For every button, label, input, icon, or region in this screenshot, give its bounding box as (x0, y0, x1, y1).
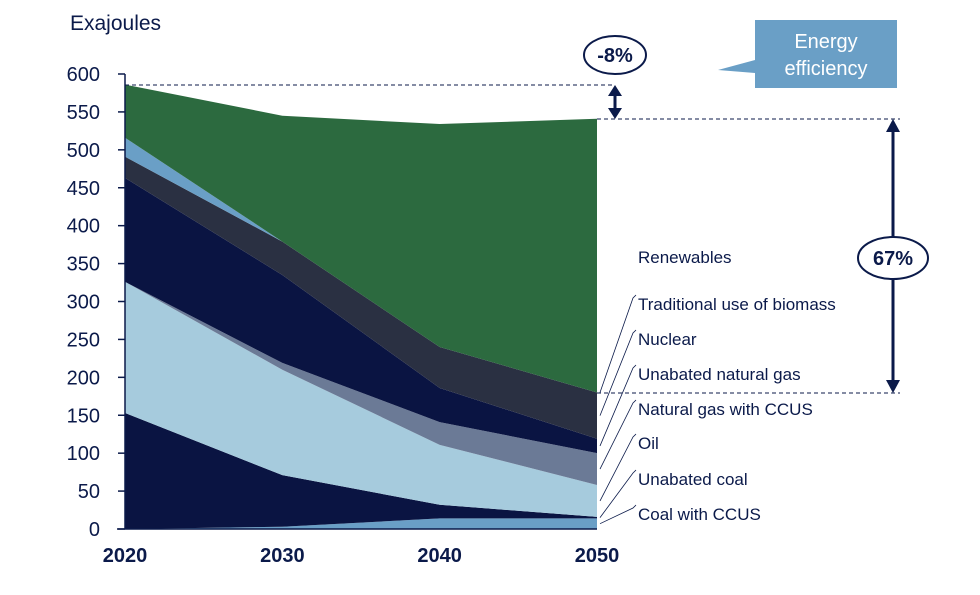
y-axis-label: Exajoules (70, 12, 161, 35)
x-tick-label: 2050 (575, 545, 620, 567)
legend-leader-line (599, 364, 637, 447)
legend-label: Unabated natural gas (638, 365, 801, 384)
renewables-share-badge (857, 236, 929, 280)
x-tick-label: 2040 (417, 545, 462, 567)
y-tick-label: 450 (67, 178, 100, 200)
x-tick-label: 2030 (260, 545, 305, 567)
y-tick-label: 150 (67, 405, 100, 427)
y-tick-label: 300 (67, 292, 100, 314)
efficiency-change-badge (583, 35, 647, 75)
area-unabated-natural-gas (125, 177, 597, 454)
y-tick-label: 400 (67, 216, 100, 238)
legend-leader-line (599, 469, 637, 518)
legend-label: Natural gas with CCUS (638, 400, 813, 419)
x-tick-label: 2020 (103, 545, 148, 567)
area-nuclear (125, 156, 597, 439)
y-tick-label: 250 (67, 329, 100, 351)
y-tick-label: 600 (67, 64, 100, 86)
legend-label: Unabated coal (638, 470, 748, 489)
y-tick-label: 100 (67, 443, 100, 465)
y-tick-label: 500 (67, 140, 100, 162)
legend-leader-line (599, 504, 637, 525)
area-renewables (125, 84, 597, 393)
area-unabated-coal (125, 412, 597, 529)
legend-label: Oil (638, 434, 659, 453)
y-tick-label: 550 (67, 102, 100, 124)
legend-leader-line (599, 433, 637, 502)
y-tick-label: 0 (89, 519, 100, 541)
legend-leader-line (599, 294, 637, 393)
legend: Coal with CCUS Unabated coal Oil Natural ga… (599, 248, 836, 525)
efficiency-change-value: -8% (597, 45, 633, 67)
area-oil (125, 281, 597, 517)
energy-efficiency-callout (718, 20, 897, 88)
renewables-share-value: 67% (873, 248, 913, 270)
legend-label: Coal with CCUS (638, 505, 761, 524)
legend-leader-line (599, 329, 637, 416)
axes: 0 50 100 150 200 250 300 350 400 450 500 550 600 2020… (67, 64, 620, 567)
areas (125, 84, 597, 529)
area-coal-with-ccus (125, 518, 597, 529)
annotations: -8% Energy efficiency 67% (125, 20, 929, 394)
y-tick-label: 200 (67, 367, 100, 389)
legend-label: Renewables (638, 248, 732, 267)
energy-efficiency-label-line1: Energy (794, 31, 857, 53)
legend-leader-line (599, 399, 637, 470)
legend-label: Nuclear (638, 330, 697, 349)
area-natural-gas-with-ccus (125, 281, 597, 486)
energy-efficiency-label-line2: efficiency (784, 58, 867, 80)
legend-label: Traditional use of biomass (638, 295, 836, 314)
y-tick-label: 50 (78, 481, 100, 503)
y-tick-label: 350 (67, 254, 100, 276)
efficiency-double-arrow-icon (608, 85, 622, 119)
